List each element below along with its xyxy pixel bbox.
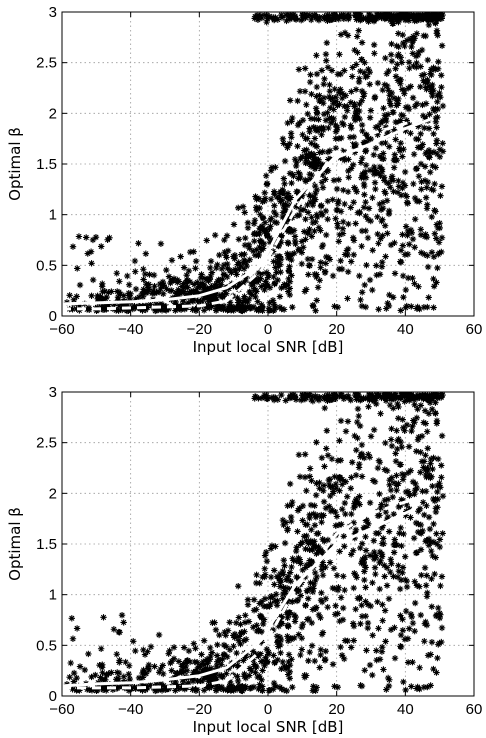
- x-tick-label: −60: [49, 321, 74, 338]
- y-tick-label: 2.5: [36, 435, 57, 452]
- scatter-cloud: [63, 12, 447, 315]
- series-line-solid: [62, 507, 417, 688]
- x-axis-label: Input local SNR [dB]: [193, 338, 344, 356]
- chart-panel-1: −60 −40 −20 0 20 40 60 0 0.5 1 1.5 2 2.5 3 Input local…: [6, 4, 482, 356]
- x-tick-label: −40: [118, 701, 143, 718]
- x-tick-label: 0: [264, 321, 272, 338]
- y-tick-label: 3: [49, 384, 57, 401]
- y-tick-label: 0: [49, 688, 57, 705]
- x-tick-label: 40: [397, 701, 414, 718]
- y-tick-label: 0: [49, 308, 57, 325]
- chart-panel-2: −60 −40 −20 0 20 40 60 0 0.5 1 1.5 2 2.5 3 Input local…: [6, 384, 482, 736]
- y-tick-label: 0.5: [36, 637, 57, 654]
- y-tick-label: 2: [49, 105, 57, 122]
- x-tick-label: −40: [118, 321, 143, 338]
- scatter-cloud: [63, 392, 447, 695]
- y-tick-label: 2: [49, 485, 57, 502]
- x-tick-label: 60: [466, 321, 483, 338]
- series-line-dashed: [62, 496, 417, 690]
- x-tick-label: 40: [397, 321, 414, 338]
- y-tick-label: 1.5: [36, 536, 57, 553]
- x-axis-label: Input local SNR [dB]: [193, 718, 344, 736]
- x-tick-label: −60: [49, 701, 74, 718]
- x-tick-label: 20: [328, 321, 345, 338]
- y-tick-label: 1.5: [36, 156, 57, 173]
- x-tick-label: 0: [264, 701, 272, 718]
- y-tick-label: 2.5: [36, 55, 57, 72]
- y-tick-label: 3: [49, 4, 57, 21]
- series-line-dashed: [62, 116, 430, 311]
- y-axis-label: Optimal β: [6, 127, 24, 201]
- x-tick-label: 20: [328, 701, 345, 718]
- y-tick-label: 1: [49, 587, 57, 604]
- x-tick-label: −20: [187, 321, 212, 338]
- y-axis-label: Optimal β: [6, 507, 24, 581]
- y-tick-label: 0.5: [36, 257, 57, 274]
- x-tick-label: 60: [466, 701, 483, 718]
- series-line-solid: [62, 116, 434, 306]
- x-tick-label: −20: [187, 701, 212, 718]
- y-tick-label: 1: [49, 207, 57, 224]
